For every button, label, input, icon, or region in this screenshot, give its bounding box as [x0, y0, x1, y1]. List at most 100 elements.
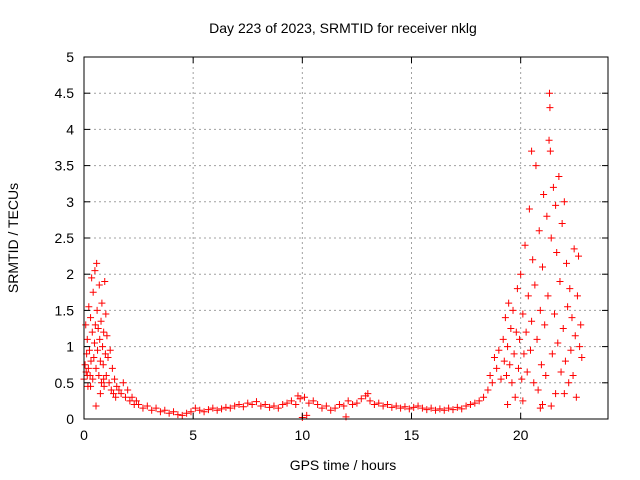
y-tick-label: 2 — [66, 266, 74, 282]
data-point — [418, 404, 426, 412]
data-point — [248, 401, 256, 409]
data-point — [95, 281, 103, 289]
data-point — [99, 343, 107, 351]
data-point — [261, 401, 269, 409]
data-point — [544, 292, 552, 300]
y-axis-label: SRMTID / TECUs — [5, 183, 21, 293]
data-point — [543, 212, 551, 220]
data-point — [124, 386, 132, 394]
data-point — [152, 404, 160, 412]
data-point — [126, 397, 134, 405]
data-point — [200, 408, 208, 416]
chart-title: Day 223 of 2023, SRMTID for receiver nkl… — [209, 20, 477, 36]
data-point — [504, 401, 512, 409]
data-point — [563, 259, 571, 267]
data-point — [475, 397, 483, 405]
data-point — [88, 328, 96, 336]
data-point — [507, 325, 515, 332]
data-point — [139, 404, 147, 412]
data-point — [90, 339, 98, 347]
y-tick-label: 0 — [66, 411, 74, 427]
data-point — [95, 372, 103, 380]
data-point — [128, 393, 136, 401]
data-point — [322, 402, 330, 410]
data-point — [91, 267, 99, 275]
data-point — [541, 321, 549, 329]
data-point — [484, 386, 492, 394]
data-point — [105, 379, 113, 387]
data-point — [93, 259, 101, 267]
data-point — [252, 398, 260, 406]
axis-ticks: 0 0.5 1 1.5 2 2.5 3 3.5 4 4.5 5 0 5 10 15 20 — [55, 49, 608, 443]
data-point — [353, 399, 361, 407]
data-point — [500, 357, 508, 365]
data-point — [96, 335, 104, 343]
data-point — [519, 397, 527, 405]
data-point — [366, 397, 374, 405]
data-point — [204, 406, 212, 414]
data-point — [549, 183, 557, 191]
data-point — [88, 274, 96, 282]
data-point — [379, 402, 387, 410]
data-point — [490, 353, 498, 361]
data-point — [577, 321, 585, 329]
data-point — [97, 317, 105, 325]
data-point — [287, 397, 295, 405]
data-point — [301, 393, 309, 401]
data-point — [458, 405, 466, 413]
data-point — [471, 399, 479, 407]
data-point — [283, 399, 291, 407]
data-point — [87, 382, 95, 390]
y-tick-label: 5 — [66, 49, 74, 65]
data-point — [375, 399, 383, 407]
data-point — [100, 382, 108, 390]
x-tick-label: 0 — [80, 427, 88, 443]
data-point — [370, 401, 378, 409]
data-point — [85, 303, 93, 311]
data-point — [383, 401, 391, 409]
data-point — [534, 386, 542, 394]
data-point — [388, 403, 396, 411]
data-point — [499, 335, 507, 343]
data-point — [397, 404, 405, 412]
data-point — [335, 401, 343, 409]
data-point — [132, 397, 140, 405]
data-point — [98, 299, 106, 307]
data-point — [111, 375, 119, 383]
data-point — [449, 406, 457, 414]
x-tick-label: 5 — [189, 427, 197, 443]
data-point — [566, 285, 574, 293]
data-point — [101, 277, 109, 285]
data-point — [517, 270, 525, 278]
data-point — [556, 277, 564, 285]
data-point — [528, 147, 536, 155]
data-point — [525, 205, 533, 213]
data-point — [327, 406, 335, 414]
data-point — [222, 403, 230, 411]
data-point — [135, 401, 143, 409]
data-point — [183, 409, 191, 417]
data-point — [81, 361, 89, 369]
data-point — [546, 147, 554, 155]
data-point — [107, 386, 115, 394]
y-tick-label: 4.5 — [55, 85, 75, 101]
data-point — [102, 310, 110, 318]
data-point — [226, 404, 234, 412]
data-point — [505, 299, 513, 307]
data-point — [218, 405, 226, 413]
data-point — [445, 404, 453, 412]
data-point — [511, 393, 519, 401]
data-point — [553, 248, 561, 256]
data-point — [545, 136, 553, 144]
data-point — [392, 402, 400, 410]
x-tick-label: 10 — [295, 427, 311, 443]
data-point — [117, 390, 125, 398]
data-point — [523, 368, 531, 376]
data-point — [231, 402, 239, 410]
data-point — [115, 386, 123, 394]
data-point — [156, 408, 164, 416]
data-point — [518, 375, 526, 383]
data-point — [92, 364, 100, 372]
data-point — [504, 343, 512, 351]
data-point — [108, 364, 116, 372]
